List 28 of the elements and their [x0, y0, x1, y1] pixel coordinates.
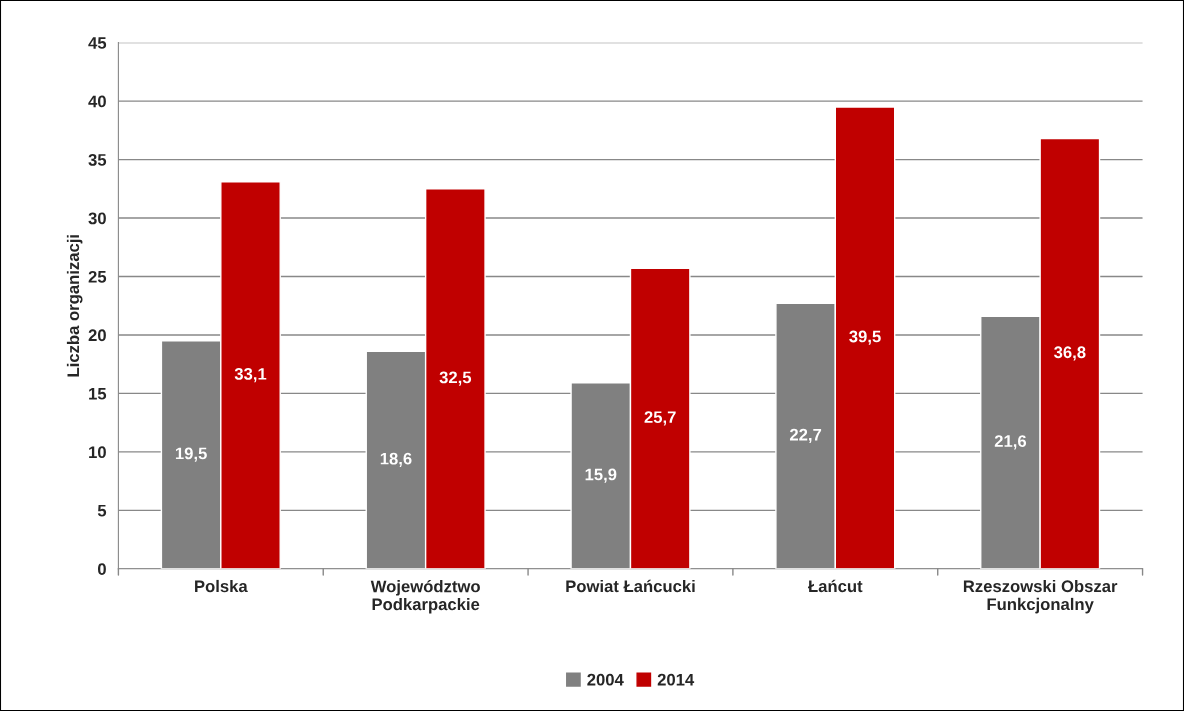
x-tick-label: Łańcut: [808, 579, 863, 593]
legend-label: 2014: [657, 673, 695, 686]
y-tick-label: 35: [88, 153, 107, 166]
data-label: 22,7: [789, 428, 822, 443]
y-tick-label: 0: [97, 563, 106, 575]
data-label: 21,6: [994, 435, 1027, 450]
data-label: 33,1: [234, 367, 267, 383]
y-tick-label: 40: [88, 95, 106, 108]
y-tick-label: 15: [89, 387, 107, 400]
x-tick-label: Województwo Podkarpackie: [370, 579, 480, 614]
y-tick-label: 20: [88, 329, 106, 342]
x-tick-label: Powiat Łańcucki: [566, 579, 695, 593]
x-tick-label: Polska: [195, 579, 248, 593]
data-label: 32,5: [439, 371, 472, 386]
data-label: 18,6: [380, 452, 412, 467]
data-label: 25,7: [644, 411, 676, 426]
y-axis-title: Liczba organizacji: [66, 235, 83, 377]
data-label: 36,8: [1054, 346, 1086, 361]
data-label: 39,5: [849, 330, 881, 345]
data-label: 15,9: [585, 468, 617, 483]
y-tick-label: 30: [88, 212, 106, 225]
y-tick-label: 25: [88, 270, 107, 283]
y-tick-label: 10: [89, 446, 106, 459]
x-tick-label: Rzeszowski Obszar Funkcjonalny: [963, 579, 1118, 614]
data-label: 19,5: [175, 447, 207, 462]
y-tick-label: 5: [97, 504, 107, 517]
y-tick-label: 45: [88, 37, 107, 49]
legend-label: 2004: [587, 673, 624, 686]
